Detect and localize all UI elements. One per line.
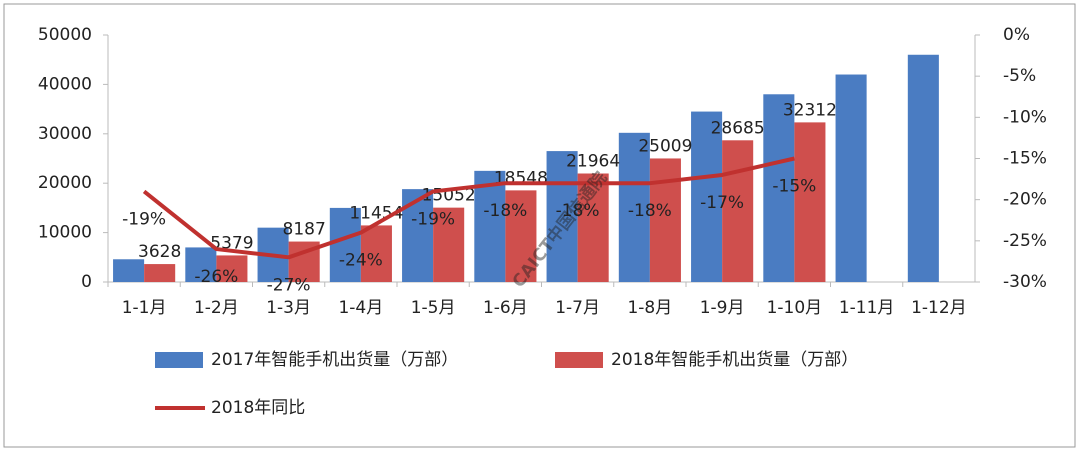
bar	[505, 190, 537, 282]
bar	[113, 259, 145, 282]
x-tick-label: 1-10月	[767, 298, 823, 318]
x-tick-label: 1-5月	[411, 298, 456, 318]
line-label: -24%	[339, 251, 383, 271]
bar	[329, 207, 361, 282]
x-tick-label: 1-3月	[266, 298, 311, 318]
line-label: -18%	[556, 201, 600, 221]
y-tick-label: 30000	[38, 124, 92, 144]
line	[142, 156, 795, 260]
line-label: -18%	[483, 201, 527, 221]
y2-tick-label: -20%	[1003, 190, 1047, 210]
bar	[763, 94, 795, 282]
bar	[474, 170, 506, 282]
y2-tick-label: -5%	[1003, 66, 1036, 86]
y-tick-label: 0	[81, 272, 92, 292]
bar	[722, 140, 754, 282]
bar	[144, 264, 176, 282]
x-tick-label: 1-1月	[122, 298, 167, 318]
legend-swatch	[555, 352, 603, 368]
legend-label: 2017年智能手机出货量（万部）	[211, 350, 458, 370]
bar	[691, 111, 723, 282]
bar	[216, 255, 248, 282]
data-label: 8187	[283, 220, 326, 240]
chart-frame	[3, 3, 1076, 448]
bar	[577, 173, 609, 282]
x-tick-label: 1-2月	[194, 298, 239, 318]
legend-label: 2018年智能手机出货量（万部）	[611, 350, 858, 370]
x-tick-label: 1-8月	[627, 298, 672, 318]
line-label: -17%	[700, 193, 744, 213]
line-label: -19%	[122, 209, 166, 229]
bar	[835, 74, 867, 283]
data-label: 3628	[138, 242, 181, 262]
line-label: -26%	[194, 267, 238, 287]
x-tick-label: 1-4月	[338, 298, 383, 318]
bar	[360, 225, 392, 282]
data-label: 21964	[566, 151, 620, 171]
bar	[907, 54, 939, 283]
y2-tick-label: -15%	[1003, 149, 1047, 169]
line-label: -18%	[628, 201, 672, 221]
bar	[794, 122, 826, 282]
line-label: -19%	[411, 209, 455, 229]
x-tick-label: 1-6月	[483, 298, 528, 318]
y2-tick-label: -30%	[1003, 272, 1047, 292]
bar	[185, 247, 217, 282]
data-label: 32312	[783, 100, 837, 120]
data-label: 25009	[638, 136, 692, 156]
y2-tick-label: -25%	[1003, 231, 1047, 251]
y-tick-label: 40000	[38, 74, 92, 94]
x-tick-label: 1-12月	[911, 298, 967, 318]
x-tick-label: 1-9月	[700, 298, 745, 318]
line-label: -15%	[772, 177, 816, 197]
y-tick-label: 20000	[38, 173, 92, 193]
y2-tick-label: -10%	[1003, 107, 1047, 127]
data-label: 11454	[349, 203, 403, 223]
legend-label: 2018年同比	[211, 398, 305, 418]
x-tick-label: 1-7月	[555, 298, 600, 318]
line-label: -27%	[267, 275, 311, 295]
legend-swatch	[155, 352, 203, 368]
data-label: 28685	[711, 118, 765, 138]
y-tick-label: 50000	[38, 25, 92, 45]
bar	[433, 207, 465, 282]
y-tick-label: 10000	[38, 223, 92, 243]
bar	[618, 132, 650, 282]
y2-tick-label: 0%	[1003, 25, 1030, 45]
x-tick-label: 1-11月	[839, 298, 895, 318]
bar	[546, 151, 578, 282]
